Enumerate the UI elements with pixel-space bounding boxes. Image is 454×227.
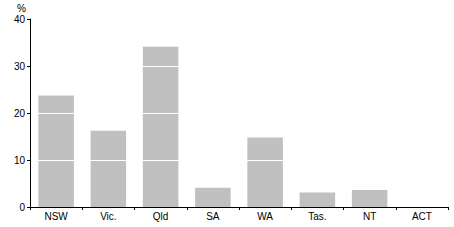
svg-text:0: 0: [19, 202, 25, 213]
svg-text:NT: NT: [363, 211, 376, 222]
svg-text:%: %: [17, 3, 26, 14]
svg-text:Vic.: Vic.: [100, 211, 117, 222]
svg-text:Qld: Qld: [153, 211, 169, 222]
svg-text:Tas.: Tas.: [308, 211, 326, 222]
svg-text:30: 30: [14, 61, 26, 72]
svg-text:WA: WA: [257, 211, 273, 222]
svg-text:40: 40: [14, 14, 26, 25]
svg-text:SA: SA: [206, 211, 220, 222]
svg-text:ACT: ACT: [412, 211, 432, 222]
svg-text:10: 10: [14, 155, 26, 166]
svg-text:20: 20: [14, 108, 26, 119]
svg-text:NSW: NSW: [44, 211, 68, 222]
